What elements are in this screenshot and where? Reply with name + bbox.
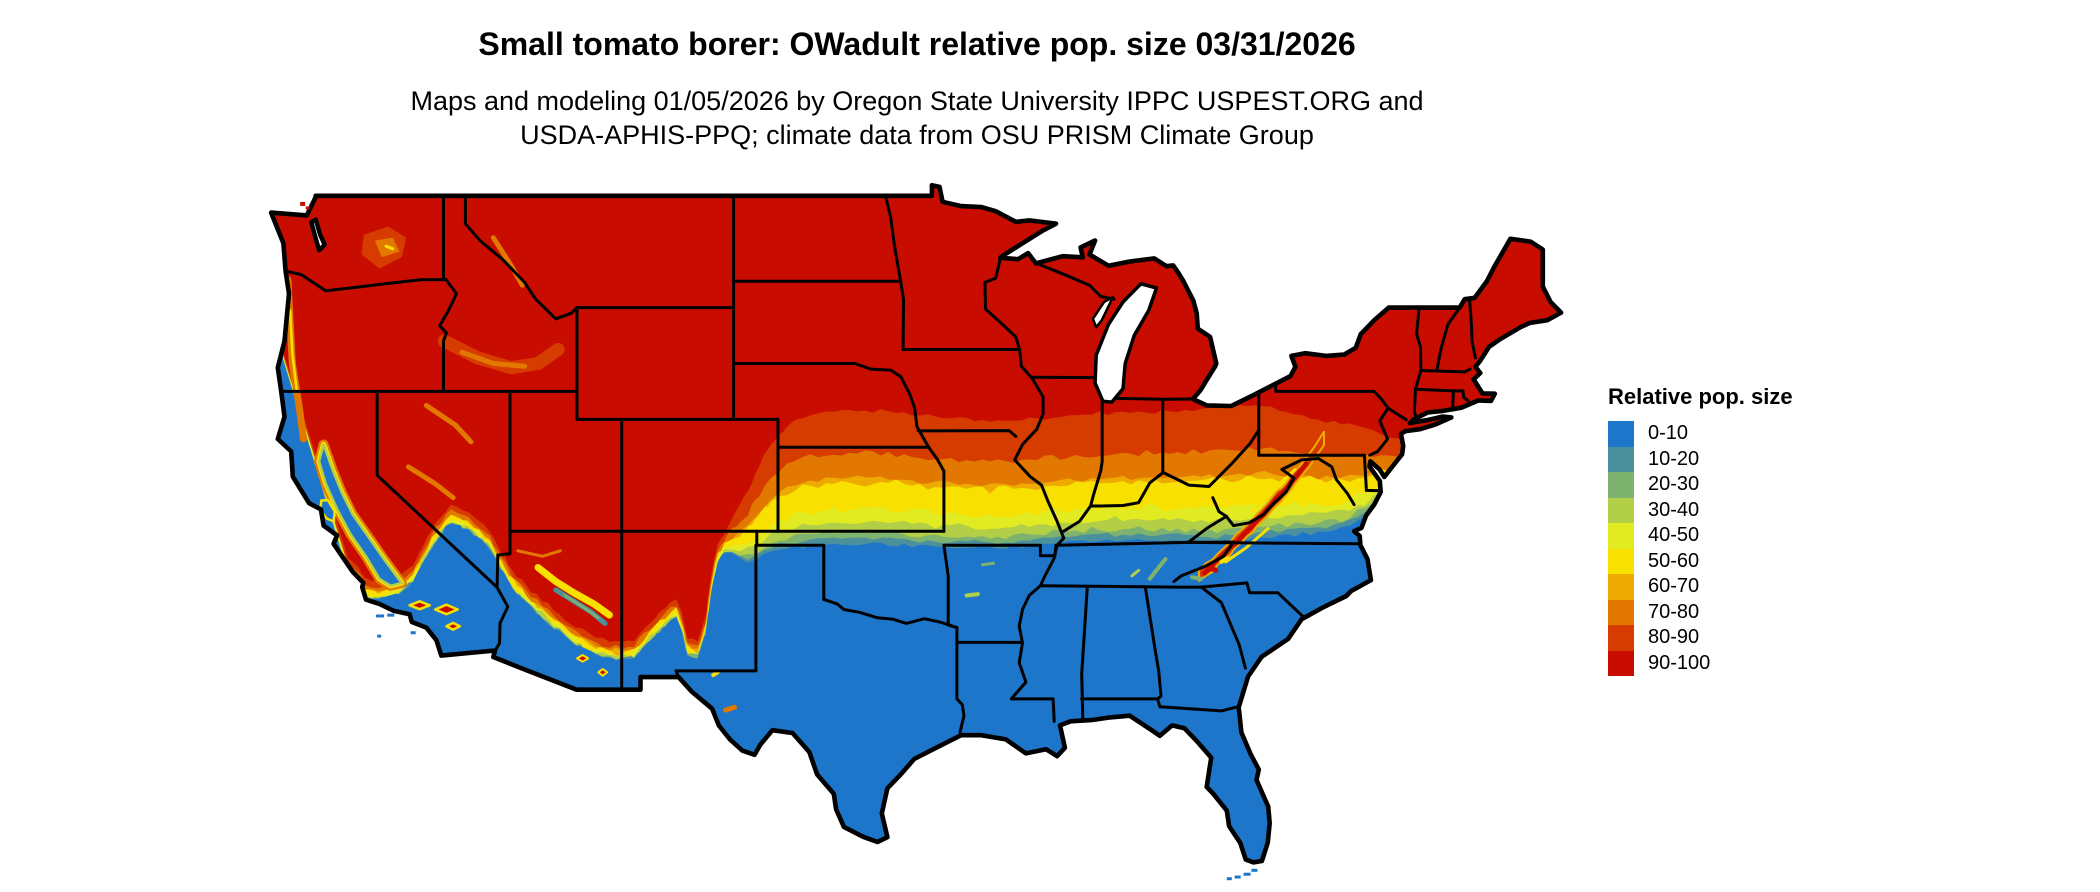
legend-label: 40-50	[1648, 524, 1700, 547]
legend-label: 80-90	[1648, 626, 1700, 649]
legend-label: 90-100	[1648, 651, 1711, 674]
legend-swatch	[1608, 574, 1634, 600]
legend-swatch	[1608, 472, 1634, 498]
legend-label: 30-40	[1648, 498, 1700, 521]
legend-label: 10-20	[1648, 447, 1700, 470]
legend-swatch	[1608, 523, 1634, 549]
legend-swatch	[1608, 497, 1634, 523]
legend-label: 70-80	[1648, 600, 1700, 623]
legend-label: 50-60	[1648, 549, 1700, 572]
legend-swatch	[1608, 625, 1634, 651]
legend-item: 10-20	[1608, 446, 1793, 472]
legend-item: 30-40	[1608, 497, 1793, 523]
legend: Relative pop. size 0-10 10-20 20-30 30-4…	[1608, 384, 1793, 676]
map-subtitle: Maps and modeling 01/05/2026 by Oregon S…	[0, 84, 1834, 152]
legend-swatch	[1608, 548, 1634, 574]
legend-item: 0-10	[1608, 421, 1793, 447]
legend-item: 50-60	[1608, 548, 1793, 574]
legend-label: 0-10	[1648, 422, 1689, 445]
legend-item: 20-30	[1608, 472, 1793, 498]
legend-item: 90-100	[1608, 650, 1793, 676]
legend-title: Relative pop. size	[1608, 384, 1793, 409]
map-outline-layer	[268, 182, 1564, 881]
legend-swatch	[1608, 421, 1634, 447]
legend-item: 80-90	[1608, 625, 1793, 651]
legend-item: 70-80	[1608, 599, 1793, 625]
legend-swatch	[1608, 599, 1634, 625]
map-raster-layer	[271, 185, 1562, 863]
legend-item: 40-50	[1608, 523, 1793, 549]
legend-swatch	[1608, 446, 1634, 472]
legend-label: 60-70	[1648, 575, 1700, 598]
subtitle-line-1: Maps and modeling 01/05/2026 by Oregon S…	[410, 86, 1424, 116]
legend-item: 60-70	[1608, 574, 1793, 600]
subtitle-line-2: USDA-APHIS-PPQ; climate data from OSU PR…	[520, 120, 1314, 150]
legend-swatch	[1608, 650, 1634, 676]
legend-label: 20-30	[1648, 473, 1700, 496]
page-title: Small tomato borer: OWadult relative pop…	[478, 26, 1356, 62]
